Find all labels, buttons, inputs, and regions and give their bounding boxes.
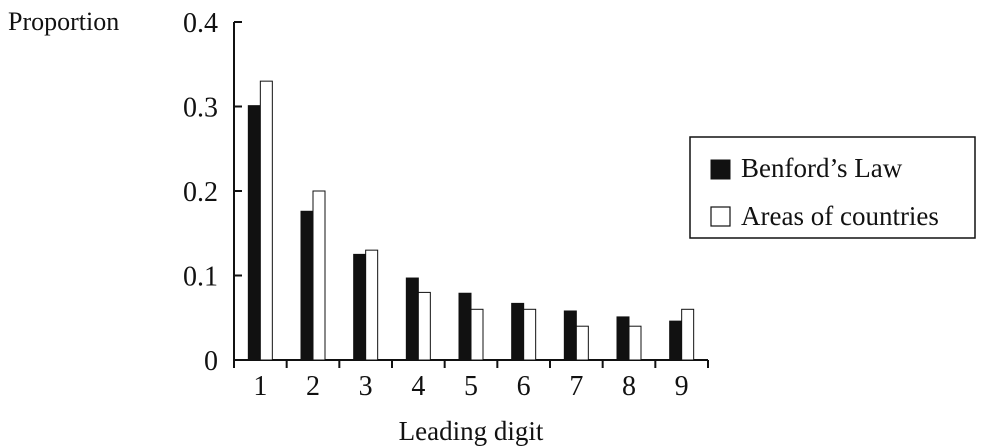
legend-swatch-benfords-law	[710, 159, 731, 180]
x-tick-label: 5	[464, 371, 478, 402]
bar-benford-s-law-1	[247, 105, 261, 361]
bar-areas-of-countries-1	[259, 80, 273, 361]
x-tick-label: 6	[517, 371, 531, 402]
bar-benford-s-law-3	[353, 253, 367, 361]
bar-areas-of-countries-4	[417, 291, 431, 361]
bar-areas-of-countries-6	[523, 308, 537, 361]
bar-benford-s-law-2	[300, 210, 314, 361]
x-tick-label: 9	[675, 371, 689, 402]
y-tick-label: 0.1	[183, 262, 218, 293]
x-ticks: 1 2 3 4 5 6 7 8 9	[233, 360, 709, 402]
x-tick-label: 1	[253, 371, 267, 402]
legend-label-areas-of-countries: Areas of countries	[741, 201, 939, 231]
y-tick-label: 0.4	[183, 8, 218, 39]
bar-benford-s-law-9	[669, 320, 683, 361]
bar-areas-of-countries-9	[681, 308, 695, 361]
x-tick-label: 4	[411, 371, 425, 402]
bar-benford-s-law-4	[405, 277, 419, 361]
bar-areas-of-countries-2	[312, 190, 326, 361]
legend-label-benfords-law: Benford’s Law	[741, 153, 903, 183]
bar-areas-of-countries-8	[628, 325, 642, 361]
bar-benford-s-law-6	[511, 302, 525, 361]
x-tick-label: 7	[569, 371, 583, 402]
y-tick-label: 0.2	[183, 177, 218, 208]
y-axis-label: Proportion	[8, 7, 119, 36]
legend-swatch-areas-of-countries	[710, 206, 731, 227]
bar-areas-of-countries-5	[470, 308, 484, 361]
y-ticks: 0 0.1 0.2 0.3 0.4	[183, 8, 242, 377]
bar-benford-s-law-8	[616, 316, 630, 361]
bar-areas-of-countries-7	[575, 325, 589, 361]
y-tick-label: 0	[204, 346, 218, 377]
bars	[247, 80, 695, 361]
legend: Benford’s Law Areas of countries	[689, 136, 976, 239]
x-tick-label: 2	[306, 371, 320, 402]
bar-areas-of-countries-3	[365, 249, 379, 361]
bar-benford-s-law-7	[563, 310, 577, 361]
y-tick-label: 0.3	[183, 93, 218, 124]
x-tick-label: 3	[359, 371, 373, 402]
bar-benford-s-law-5	[458, 292, 472, 361]
x-axis-label: Leading digit	[399, 416, 544, 446]
legend-box	[689, 136, 976, 239]
x-tick-label: 8	[622, 371, 636, 402]
